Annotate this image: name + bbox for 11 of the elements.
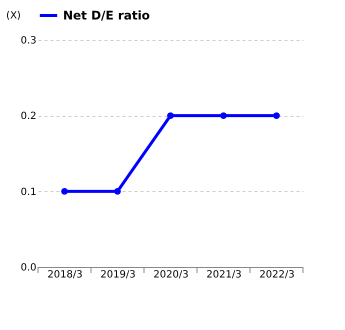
x-tick-label: 2019/3: [100, 270, 136, 280]
y-axis-title: (X): [6, 10, 21, 22]
y-tick-label: 0.3: [20, 36, 36, 46]
x-tick-label: 2018/3: [47, 270, 83, 280]
legend-label: Net D/E ratio: [63, 8, 150, 22]
y-tick-label: 0.1: [20, 186, 36, 198]
x-tick-label: 2021/3: [206, 270, 242, 280]
x-tick-label: 2020/3: [153, 270, 189, 280]
y-tick-label: 0.0: [20, 262, 36, 274]
y-tick-label: 0.2: [20, 111, 36, 122]
x-tick-label: 2022/3: [259, 270, 295, 280]
